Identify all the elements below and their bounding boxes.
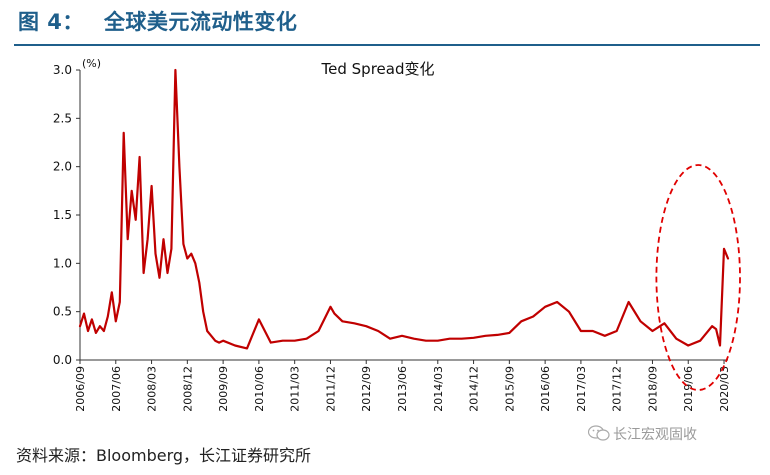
- chart-title: Ted Spread变化: [321, 60, 435, 78]
- figure-label: 图 4：: [18, 10, 84, 34]
- x-tick-label: 2014/03: [432, 366, 445, 412]
- highlight-ellipse: [655, 164, 741, 391]
- x-tick-label: 2020/03: [718, 366, 731, 412]
- x-tick-label: 2015/09: [503, 366, 516, 412]
- y-tick-label: 0.0: [53, 353, 72, 367]
- ted-spread-chart: 0.0 0.5 1.0 1.5 2.0 2.5 3.0 2006/09 2007/06 2008/…: [53, 57, 741, 412]
- x-tick-label: 2006/09: [74, 366, 87, 412]
- x-tick-label: 2017/03: [575, 366, 588, 412]
- y-unit-label: (%): [82, 57, 101, 70]
- x-tick-label: 2008/12: [181, 366, 194, 412]
- y-tick-label: 1.0: [53, 256, 72, 270]
- x-tick-label: 2013/06: [396, 366, 409, 412]
- title-divider: [14, 44, 760, 46]
- y-tick-label: 2.0: [53, 160, 72, 174]
- x-tick-label: 2009/09: [217, 366, 230, 412]
- watermark: 长江宏观固收: [587, 424, 697, 445]
- y-tick-label: 3.0: [53, 63, 72, 77]
- x-tick-label: 2014/12: [468, 366, 481, 412]
- x-tick-label: 2019/06: [682, 366, 695, 412]
- x-tick-label: 2011/03: [289, 366, 302, 412]
- source-note: 资料来源：Bloomberg，长江证券研究所: [16, 446, 312, 465]
- ted-spread-series-line: [78, 68, 730, 350]
- wechat-icon: [587, 425, 610, 445]
- figure-title: 图 4： 全球美元流动性变化: [18, 6, 297, 36]
- x-tick-label: 2018/09: [646, 366, 659, 412]
- series-layer: [78, 68, 730, 350]
- highlight-layer: [655, 164, 741, 391]
- x-tick-label: 2008/03: [146, 366, 159, 412]
- chart-axes: 0.0 0.5 1.0 1.5 2.0 2.5 3.0 2006/09 2007/06 2008/…: [53, 63, 731, 412]
- x-tick-label: 2016/06: [539, 366, 552, 412]
- x-tick-label: 2010/06: [253, 366, 266, 412]
- x-tick-label: 2007/06: [110, 366, 123, 412]
- x-tick-label: 2017/12: [611, 366, 624, 412]
- watermark-text: 长江宏观固收: [613, 427, 697, 443]
- y-tick-label: 2.5: [53, 111, 72, 125]
- y-tick-label: 1.5: [53, 208, 72, 222]
- y-tick-label: 0.5: [53, 305, 72, 319]
- x-tick-label: 2012/09: [360, 366, 373, 412]
- x-tick-label: 2011/12: [324, 366, 337, 412]
- figure-title-text: 全球美元流动性变化: [103, 10, 298, 34]
